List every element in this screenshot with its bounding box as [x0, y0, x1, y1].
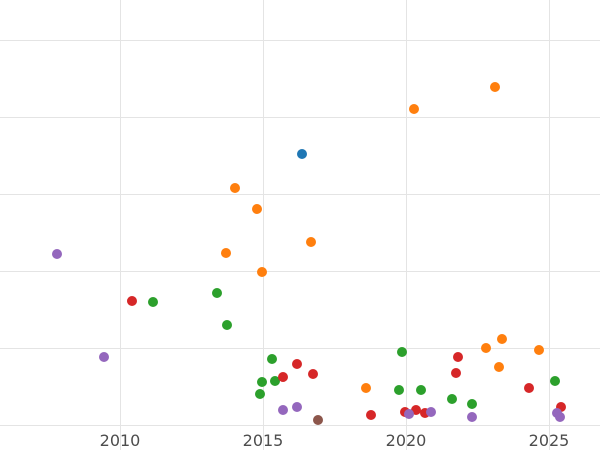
- data-point-red: [308, 369, 318, 379]
- data-point-purple: [467, 412, 477, 422]
- data-point-purple: [52, 249, 62, 259]
- data-point-red: [420, 408, 430, 418]
- vertical-gridline: [120, 0, 121, 450]
- data-point-orange: [497, 334, 507, 344]
- data-point-purple: [292, 402, 302, 412]
- data-point-orange: [534, 345, 544, 355]
- data-point-red: [127, 296, 137, 306]
- data-point-green: [148, 297, 158, 307]
- data-point-red: [366, 410, 376, 420]
- data-point-purple: [99, 352, 109, 362]
- data-point-orange: [257, 267, 267, 277]
- data-point-orange: [230, 183, 240, 193]
- data-point-orange: [221, 248, 231, 258]
- data-point-green: [267, 354, 277, 364]
- data-point-green: [394, 385, 404, 395]
- data-point-orange: [306, 237, 316, 247]
- x-tick-label-2015: 2015: [242, 431, 284, 450]
- horizontal-gridline: [0, 40, 600, 41]
- data-point-red: [411, 405, 421, 415]
- data-point-brown: [313, 415, 323, 425]
- data-point-red: [278, 372, 288, 382]
- data-point-green: [467, 399, 477, 409]
- data-point-blue: [297, 149, 307, 159]
- data-point-green: [212, 288, 222, 298]
- data-point-red: [453, 352, 463, 362]
- data-point-orange: [490, 82, 500, 92]
- horizontal-gridline: [0, 425, 600, 426]
- data-point-green: [447, 394, 457, 404]
- data-point-orange: [409, 104, 419, 114]
- data-point-red: [292, 359, 302, 369]
- horizontal-gridline: [0, 271, 600, 272]
- horizontal-gridline: [0, 348, 600, 349]
- data-point-green: [416, 385, 426, 395]
- data-point-green: [222, 320, 232, 330]
- x-tick-label-2010: 2010: [99, 431, 141, 450]
- data-point-green: [257, 377, 267, 387]
- data-point-purple: [555, 412, 565, 422]
- data-point-orange: [361, 383, 371, 393]
- horizontal-gridline: [0, 117, 600, 118]
- data-point-red: [524, 383, 534, 393]
- x-tick-label-2025: 2025: [528, 431, 570, 450]
- data-point-orange: [494, 362, 504, 372]
- vertical-gridline: [549, 0, 550, 450]
- horizontal-gridline: [0, 194, 600, 195]
- data-point-green: [397, 347, 407, 357]
- vertical-gridline: [406, 0, 407, 450]
- data-point-green: [270, 376, 280, 386]
- data-point-green: [550, 376, 560, 386]
- data-point-green: [255, 389, 265, 399]
- data-point-red: [556, 402, 566, 412]
- data-point-purple: [426, 407, 436, 417]
- data-point-red: [451, 368, 461, 378]
- data-point-purple: [278, 405, 288, 415]
- x-tick-label-2020: 2020: [385, 431, 427, 450]
- data-point-purple: [404, 409, 414, 419]
- vertical-gridline: [263, 0, 264, 450]
- data-point-orange: [252, 204, 262, 214]
- data-point-orange: [481, 343, 491, 353]
